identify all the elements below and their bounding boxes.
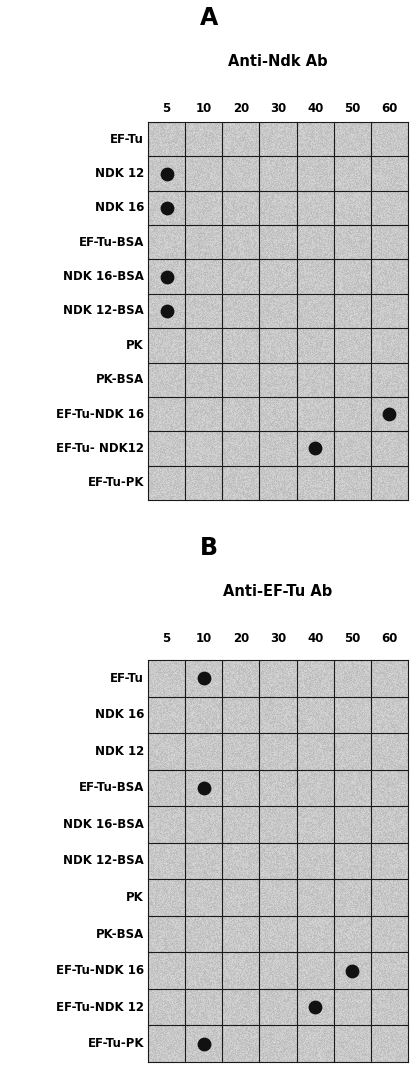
Text: NDK 12-BSA: NDK 12-BSA (63, 854, 144, 867)
Text: 50: 50 (344, 101, 360, 114)
Text: B: B (200, 536, 218, 560)
Text: 5: 5 (163, 632, 171, 645)
Text: NDK 12: NDK 12 (95, 167, 144, 180)
Text: 20: 20 (233, 101, 249, 114)
Text: EF-Tu: EF-Tu (110, 132, 144, 145)
Point (349, 962, 356, 979)
Point (200, 669, 207, 686)
Text: 5: 5 (163, 101, 171, 114)
Point (200, 1035, 207, 1052)
Text: EF-Tu-NDK 16: EF-Tu-NDK 16 (56, 964, 144, 977)
Text: EF-Tu-BSA: EF-Tu-BSA (79, 781, 144, 794)
Text: PK-BSA: PK-BSA (96, 373, 144, 386)
Text: EF-Tu-NDK 12: EF-Tu-NDK 12 (56, 1001, 144, 1014)
Point (312, 440, 319, 457)
Text: 20: 20 (233, 632, 249, 645)
Text: 60: 60 (381, 101, 398, 114)
Text: NDK 12: NDK 12 (95, 745, 144, 758)
Text: NDK 12-BSA: NDK 12-BSA (63, 305, 144, 317)
Text: 60: 60 (381, 632, 398, 645)
Text: 10: 10 (196, 101, 212, 114)
Point (163, 165, 170, 182)
Point (163, 199, 170, 216)
Text: PK: PK (126, 339, 144, 352)
Text: NDK 16-BSA: NDK 16-BSA (63, 818, 144, 831)
Text: PK: PK (126, 891, 144, 904)
Point (386, 406, 393, 423)
Point (312, 999, 319, 1016)
Text: Anti-EF-Tu Ab: Anti-EF-Tu Ab (223, 584, 333, 599)
Point (200, 779, 207, 796)
Point (163, 302, 170, 320)
Text: 50: 50 (344, 632, 360, 645)
Text: EF-Tu-PK: EF-Tu-PK (87, 477, 144, 490)
Text: EF-Tu-PK: EF-Tu-PK (87, 1037, 144, 1050)
Text: EF-Tu- NDK12: EF-Tu- NDK12 (56, 442, 144, 455)
Text: 10: 10 (196, 632, 212, 645)
Text: 30: 30 (270, 632, 286, 645)
Text: 30: 30 (270, 101, 286, 114)
Text: NDK 16: NDK 16 (94, 201, 144, 214)
Text: EF-Tu-BSA: EF-Tu-BSA (79, 236, 144, 249)
Text: A: A (200, 6, 218, 30)
Text: 40: 40 (307, 632, 324, 645)
Text: EF-Tu-NDK 16: EF-Tu-NDK 16 (56, 408, 144, 421)
Text: NDK 16-BSA: NDK 16-BSA (63, 270, 144, 283)
Text: 40: 40 (307, 101, 324, 114)
Text: NDK 16: NDK 16 (94, 708, 144, 721)
Text: Anti-Ndk Ab: Anti-Ndk Ab (228, 55, 328, 70)
Text: EF-Tu: EF-Tu (110, 671, 144, 684)
Text: PK-BSA: PK-BSA (96, 928, 144, 940)
Point (163, 268, 170, 285)
